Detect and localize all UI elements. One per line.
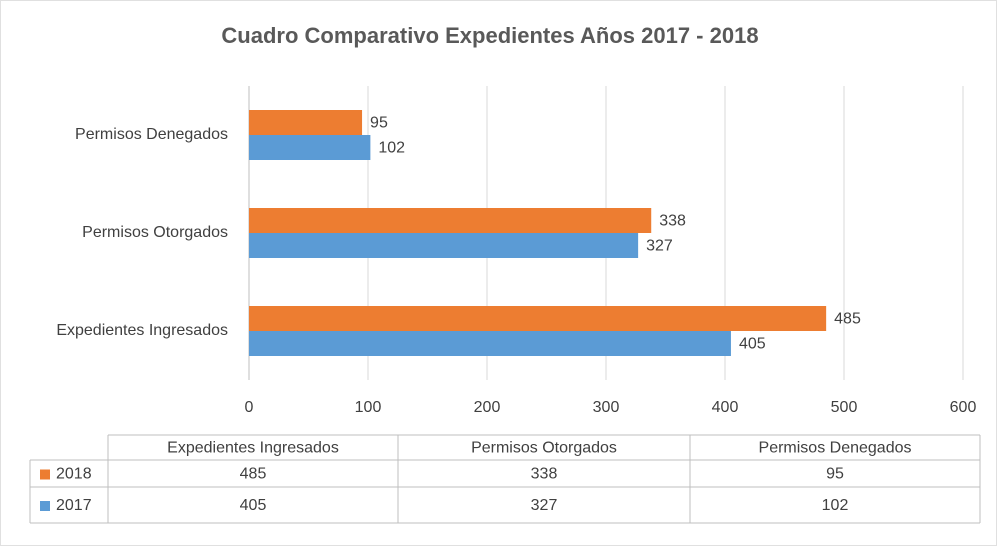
table-cell: 95 (826, 466, 844, 483)
legend-swatch (40, 501, 50, 511)
bar (249, 110, 363, 135)
legend-label: 2017 (56, 497, 92, 514)
legend-swatch (40, 469, 50, 480)
table-cell: 405 (240, 497, 267, 514)
table-header: Permisos Denegados (759, 440, 912, 457)
data-label: 405 (739, 336, 766, 353)
table-header: Permisos Otorgados (471, 440, 617, 457)
bar (249, 135, 371, 160)
data-label: 327 (646, 238, 673, 255)
bar (249, 208, 652, 233)
data-label: 95 (370, 115, 388, 132)
x-tick-label: 400 (712, 399, 739, 416)
data-label: 102 (378, 140, 405, 157)
x-tick-label: 0 (245, 399, 254, 416)
data-label: 338 (659, 213, 686, 230)
x-tick-label: 600 (950, 399, 977, 416)
table-cell: 485 (240, 466, 267, 483)
x-tick-label: 200 (474, 399, 501, 416)
table-header: Expedientes Ingresados (167, 440, 339, 457)
chart-title: Cuadro Comparativo Expedientes Años 2017… (221, 23, 758, 48)
bar (249, 306, 827, 331)
bar (249, 331, 731, 356)
x-tick-label: 500 (831, 399, 858, 416)
y-tick-label: Permisos Denegados (75, 126, 228, 143)
data-label: 485 (834, 311, 861, 328)
x-tick-label: 300 (593, 399, 620, 416)
legend-label: 2018 (56, 466, 92, 483)
y-tick-label: Permisos Otorgados (82, 224, 228, 241)
table-cell: 102 (822, 497, 849, 514)
x-tick-label: 100 (355, 399, 382, 416)
y-tick-label: Expedientes Ingresados (56, 322, 228, 339)
table-cell: 338 (531, 466, 558, 483)
table-cell: 327 (531, 497, 558, 514)
bar (249, 233, 639, 258)
